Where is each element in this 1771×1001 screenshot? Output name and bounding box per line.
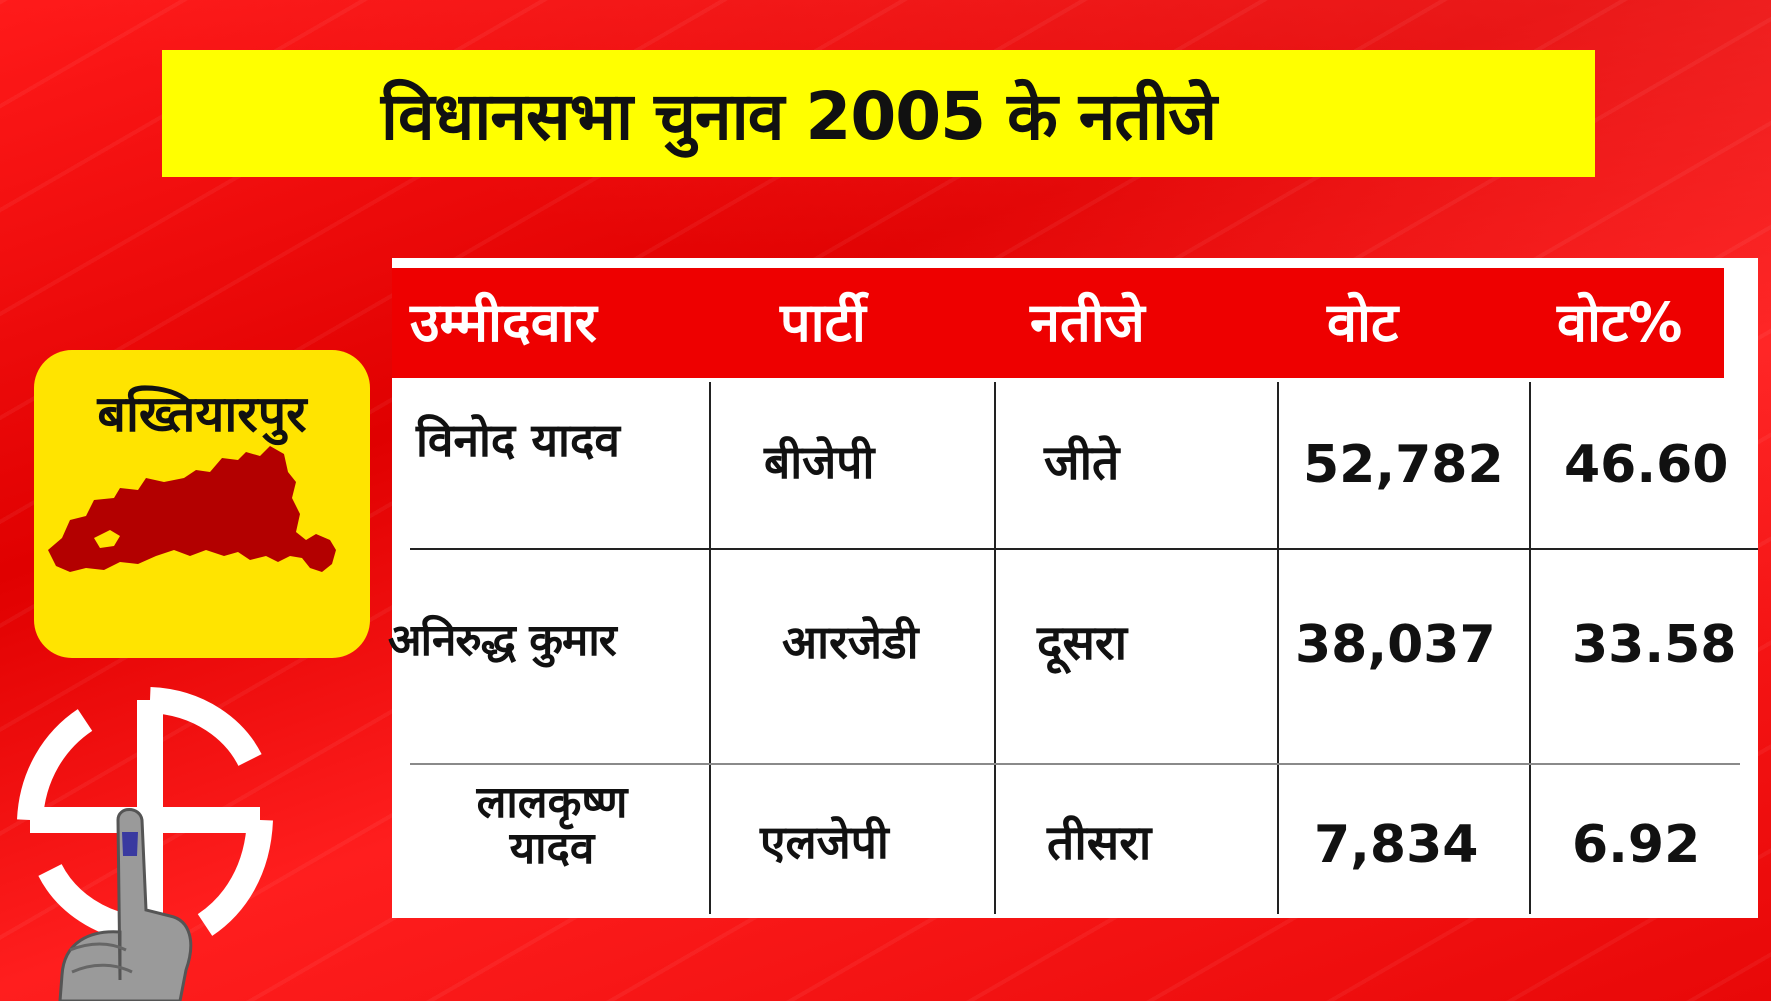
header-candidate: उम्मीदवार	[410, 291, 597, 354]
row-divider	[410, 763, 1740, 765]
cell-vote-percent: 33.58	[1572, 615, 1737, 675]
cell-candidate: विनोद यादव	[416, 413, 620, 467]
column-divider	[994, 382, 996, 914]
cell-result: जीते	[1044, 435, 1120, 491]
voting-finger-icon	[58, 808, 193, 1001]
cell-party: आरजेडी	[782, 615, 919, 669]
header-votes: वोट	[1327, 291, 1399, 354]
column-divider	[1529, 382, 1531, 914]
cell-party: एलजेपी	[760, 815, 889, 869]
election-emblem	[17, 687, 273, 1001]
column-divider	[1277, 382, 1279, 914]
header-result: नतीजे	[1030, 291, 1145, 354]
cell-vote-percent: 46.60	[1564, 435, 1729, 495]
cell-result: दूसरा	[1037, 615, 1128, 671]
column-divider	[709, 382, 711, 914]
cell-votes: 52,782	[1303, 435, 1504, 495]
cell-party: बीजेपी	[764, 435, 875, 489]
cell-votes: 38,037	[1295, 615, 1496, 675]
header-vote-percent: वोट%	[1557, 291, 1683, 354]
constituency-card: बख्तियारपुर	[34, 350, 370, 658]
cell-vote-percent: 6.92	[1572, 815, 1701, 875]
cell-candidate: लालकृष्ण यादव	[476, 777, 628, 875]
constituency-map-icon	[48, 446, 336, 572]
cell-result: तीसरा	[1047, 815, 1152, 871]
results-table: उम्मीदवार पार्टी नतीजे वोट वोट% विनोद या…	[388, 258, 1758, 918]
row-divider	[410, 548, 1758, 550]
title-banner: विधानसभा चुनाव 2005 के नतीजे	[162, 50, 1595, 177]
constituency-name: बख्तियारपुर	[97, 385, 307, 443]
page-title: विधानसभा चुनाव 2005 के नतीजे	[380, 77, 1217, 155]
header-party: पार्टी	[780, 291, 866, 354]
cell-votes: 7,834	[1314, 815, 1479, 875]
cell-candidate: अनिरुद्ध कुमार	[388, 615, 617, 666]
table-header-row: उम्मीदवार पार्टी नतीजे वोट वोट%	[392, 268, 1724, 378]
